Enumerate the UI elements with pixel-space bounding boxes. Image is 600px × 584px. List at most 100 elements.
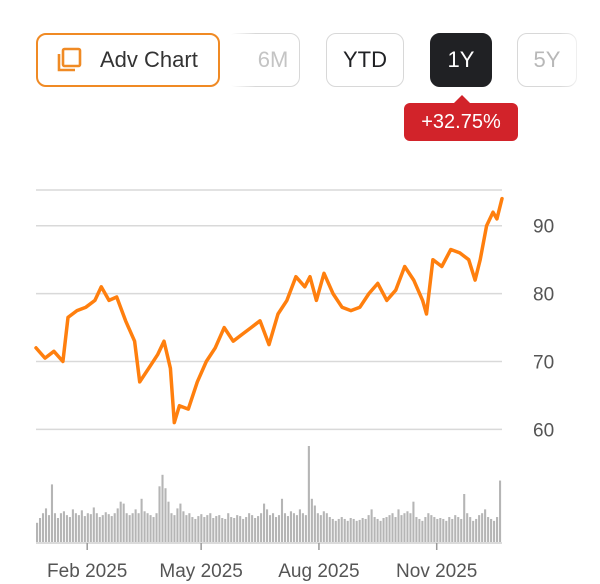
volume-bar bbox=[340, 517, 343, 542]
volume-bar bbox=[125, 513, 128, 542]
volume-bar bbox=[316, 513, 319, 542]
grid-lines bbox=[36, 189, 502, 431]
volume-bar bbox=[80, 510, 83, 542]
volume-bar bbox=[239, 516, 242, 542]
volume-bar bbox=[367, 515, 370, 542]
volume-bar bbox=[361, 518, 364, 542]
volume-bar bbox=[263, 503, 266, 542]
range-selector: Adv Chart 6M YTD 1Y 5Y bbox=[0, 0, 600, 100]
volume-bar bbox=[406, 511, 409, 542]
volume-bar bbox=[397, 509, 400, 542]
volume-bar bbox=[116, 508, 119, 542]
volume-bar bbox=[254, 518, 257, 542]
volume-bar bbox=[158, 486, 161, 542]
volume-bar bbox=[143, 511, 146, 542]
volume-bar bbox=[424, 517, 427, 542]
volume-bar bbox=[137, 513, 140, 542]
volume-bar bbox=[260, 513, 263, 542]
x-tick-label: Aug 2025 bbox=[278, 561, 359, 582]
volume-bars bbox=[36, 446, 502, 542]
volume-bar bbox=[179, 503, 182, 542]
volume-bar bbox=[50, 484, 54, 542]
volume-bar bbox=[493, 520, 496, 542]
volume-bar bbox=[176, 508, 179, 542]
volume-bar bbox=[242, 518, 245, 542]
volume-bar bbox=[301, 513, 304, 542]
volume-bar bbox=[478, 515, 481, 542]
volume-bar bbox=[215, 516, 218, 542]
volume-bar bbox=[77, 515, 80, 542]
volume-bar bbox=[164, 488, 167, 542]
volume-bar bbox=[53, 513, 57, 542]
volume-bar bbox=[307, 446, 310, 542]
x-tick-label: Nov 2025 bbox=[396, 561, 477, 582]
volume-bar bbox=[373, 517, 376, 542]
volume-bar bbox=[110, 516, 113, 542]
volume-bar bbox=[92, 507, 95, 542]
y-tick-label: 90 bbox=[533, 217, 554, 238]
volume-bar bbox=[472, 520, 475, 542]
volume-bar bbox=[86, 513, 89, 542]
volume-bar bbox=[370, 509, 373, 542]
adv-chart-button[interactable]: Adv Chart bbox=[36, 33, 220, 87]
volume-bar bbox=[173, 515, 176, 542]
volume-bar bbox=[349, 518, 352, 542]
volume-bar bbox=[325, 513, 328, 542]
volume-bar bbox=[41, 513, 45, 542]
volume-bar bbox=[412, 501, 415, 542]
y-tick-label: 60 bbox=[533, 420, 554, 441]
volume-bar bbox=[499, 480, 502, 542]
volume-bar bbox=[352, 518, 355, 542]
volume-bar bbox=[364, 518, 367, 542]
range-5y-button[interactable]: 5Y bbox=[517, 33, 577, 87]
volume-bar bbox=[71, 509, 74, 542]
change-percent: +32.75% bbox=[421, 110, 501, 133]
volume-bar bbox=[481, 513, 484, 542]
volume-bar bbox=[346, 520, 349, 542]
volume-bar bbox=[185, 515, 188, 542]
change-badge: +32.75% bbox=[404, 95, 518, 141]
volume-bar bbox=[95, 513, 98, 542]
volume-bar bbox=[331, 518, 334, 542]
volume-bar bbox=[394, 517, 397, 542]
volume-bar bbox=[343, 518, 346, 542]
volume-bar bbox=[200, 514, 203, 542]
range-ytd-button[interactable]: YTD bbox=[326, 33, 404, 87]
volume-bar bbox=[358, 519, 361, 542]
volume-bar bbox=[415, 517, 418, 542]
volume-bar bbox=[427, 513, 430, 542]
y-axis-ticks: 60 70 80 90 bbox=[533, 217, 554, 442]
volume-bar bbox=[230, 517, 233, 542]
volume-bar bbox=[496, 517, 499, 542]
volume-bar bbox=[469, 517, 472, 542]
volume-bar bbox=[257, 516, 260, 542]
volume-bar bbox=[271, 513, 275, 542]
y-tick-label: 70 bbox=[533, 353, 554, 374]
volume-bar bbox=[298, 509, 301, 542]
volume-bar bbox=[161, 474, 164, 542]
volume-bar bbox=[98, 517, 101, 542]
volume-bar bbox=[194, 518, 197, 542]
volume-bar bbox=[280, 498, 284, 542]
range-1y-button[interactable]: 1Y bbox=[430, 33, 492, 87]
volume-bar bbox=[430, 515, 433, 542]
volume-bar bbox=[251, 515, 254, 542]
volume-bar bbox=[89, 514, 92, 542]
volume-bar bbox=[409, 513, 412, 542]
volume-bar bbox=[119, 501, 122, 542]
volume-bar bbox=[295, 515, 298, 542]
price-chart: 60 70 80 90 Feb 2025 May 2025 Aug 2025 Nov 202… bbox=[34, 189, 554, 582]
volume-bar bbox=[74, 513, 77, 542]
volume-bar bbox=[403, 513, 406, 542]
volume-bar bbox=[233, 518, 236, 542]
volume-bar bbox=[191, 517, 194, 542]
volume-bar bbox=[463, 494, 466, 542]
volume-bar bbox=[475, 518, 478, 542]
volume-bar bbox=[62, 511, 65, 542]
volume-bar bbox=[206, 515, 209, 542]
volume-bar bbox=[197, 516, 200, 542]
volume-bar bbox=[391, 513, 394, 542]
range-6m-button[interactable]: 6M bbox=[226, 33, 300, 87]
volume-bar bbox=[466, 513, 469, 542]
volume-bar bbox=[328, 517, 331, 542]
